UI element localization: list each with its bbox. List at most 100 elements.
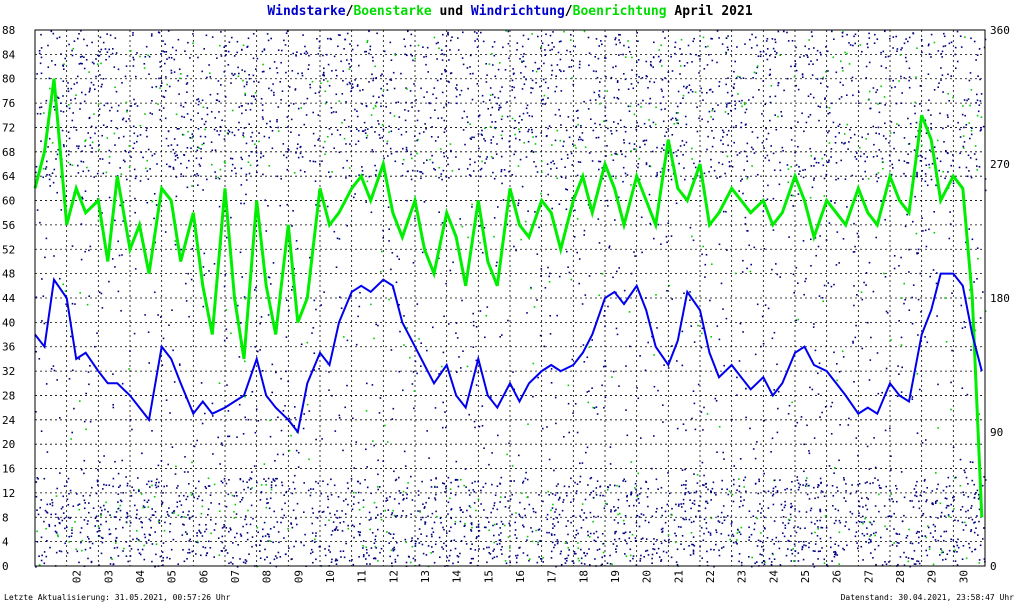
wind-direction-dot <box>267 39 270 42</box>
wind-direction-dot <box>564 166 566 168</box>
wind-direction-dot <box>855 158 858 160</box>
wind-direction-dot <box>625 409 627 411</box>
wind-direction-dot <box>356 128 358 130</box>
wind-direction-dot <box>589 477 592 480</box>
wind-direction-dot <box>54 530 57 533</box>
wind-direction-dot <box>196 532 198 534</box>
wind-direction-dot <box>776 491 779 494</box>
wind-direction-dot <box>645 60 648 63</box>
wind-direction-dot <box>365 448 367 451</box>
gust-direction-dot <box>587 401 590 404</box>
wind-direction-dot <box>64 542 66 545</box>
wind-direction-dot <box>642 99 644 102</box>
wind-direction-dot <box>251 131 254 134</box>
wind-direction-dot <box>175 49 177 52</box>
wind-direction-dot <box>223 547 225 549</box>
wind-direction-dot <box>403 38 405 40</box>
wind-direction-dot <box>272 262 275 264</box>
wind-direction-dot <box>797 488 800 491</box>
wind-direction-dot <box>876 89 879 91</box>
wind-direction-dot <box>350 90 352 93</box>
wind-direction-dot <box>430 533 433 536</box>
wind-direction-dot <box>973 522 975 524</box>
wind-direction-dot <box>450 526 452 529</box>
wind-direction-dot <box>961 327 964 329</box>
wind-direction-dot <box>109 514 111 516</box>
gust-direction-dot <box>277 130 280 132</box>
wind-direction-dot <box>925 245 928 248</box>
wind-direction-dot <box>907 153 909 155</box>
wind-direction-dot <box>805 511 808 513</box>
wind-direction-dot <box>797 526 799 528</box>
wind-direction-dot <box>374 164 376 167</box>
wind-direction-dot <box>624 480 627 483</box>
wind-direction-dot <box>213 529 216 531</box>
wind-direction-dot <box>271 391 273 394</box>
wind-direction-dot <box>710 491 712 493</box>
wind-direction-dot <box>125 65 128 67</box>
wind-direction-dot <box>173 138 176 140</box>
wind-direction-dot <box>221 550 223 552</box>
wind-direction-dot <box>613 538 616 541</box>
wind-direction-dot <box>539 540 541 542</box>
wind-direction-dot <box>348 559 351 562</box>
gust-direction-dot <box>269 540 271 542</box>
wind-direction-dot <box>880 51 882 54</box>
wind-direction-dot <box>928 43 930 46</box>
gust-direction-dot <box>119 504 122 507</box>
wind-direction-dot <box>548 275 550 278</box>
wind-direction-dot <box>594 56 596 58</box>
wind-direction-dot <box>712 118 714 121</box>
gust-direction-dot <box>311 80 314 83</box>
wind-direction-dot <box>700 87 702 90</box>
wind-direction-dot <box>568 66 570 68</box>
wind-direction-dot <box>90 561 93 564</box>
gust-direction-dot <box>386 531 388 533</box>
wind-direction-dot <box>141 452 143 455</box>
wind-direction-dot <box>630 491 633 493</box>
wind-direction-dot <box>665 551 668 554</box>
wind-direction-dot <box>335 111 337 113</box>
wind-direction-dot <box>56 487 58 490</box>
gust-direction-dot <box>242 44 245 47</box>
gust-direction-dot <box>523 142 525 144</box>
wind-direction-dot <box>963 141 966 143</box>
wind-direction-dot <box>246 538 249 541</box>
wind-direction-dot <box>315 480 317 483</box>
wind-direction-dot <box>493 502 496 504</box>
wind-direction-dot <box>234 536 236 539</box>
wind-direction-dot <box>865 504 867 507</box>
wind-direction-dot <box>516 49 518 51</box>
wind-direction-dot <box>55 158 57 160</box>
wind-direction-dot <box>877 392 880 395</box>
wind-direction-dot <box>565 188 567 190</box>
wind-direction-dot <box>894 86 896 88</box>
gust-direction-dot <box>564 542 567 544</box>
wind-direction-dot <box>179 364 181 366</box>
wind-direction-dot <box>457 561 459 563</box>
wind-direction-dot <box>364 50 366 53</box>
wind-direction-dot <box>111 52 114 55</box>
wind-direction-dot <box>80 160 82 163</box>
wind-direction-dot <box>56 191 58 194</box>
wind-direction-dot <box>662 550 665 553</box>
wind-direction-dot <box>640 487 642 490</box>
gust-direction-dot <box>925 536 928 539</box>
wind-direction-dot <box>653 548 656 551</box>
wind-direction-dot <box>620 150 622 152</box>
wind-direction-dot <box>480 31 482 34</box>
gust-direction-dot <box>254 92 257 94</box>
wind-direction-dot <box>917 542 920 544</box>
wind-direction-dot <box>970 507 972 509</box>
wind-direction-dot <box>568 431 570 434</box>
wind-direction-dot <box>787 413 790 415</box>
wind-direction-dot <box>562 501 564 503</box>
wind-direction-dot <box>565 129 568 132</box>
wind-direction-dot <box>142 156 144 159</box>
wind-direction-dot <box>693 37 695 40</box>
wind-direction-dot <box>856 152 858 154</box>
wind-direction-dot <box>71 119 74 122</box>
wind-direction-dot <box>901 92 903 94</box>
wind-direction-dot <box>366 563 368 565</box>
wind-direction-dot <box>513 86 515 89</box>
